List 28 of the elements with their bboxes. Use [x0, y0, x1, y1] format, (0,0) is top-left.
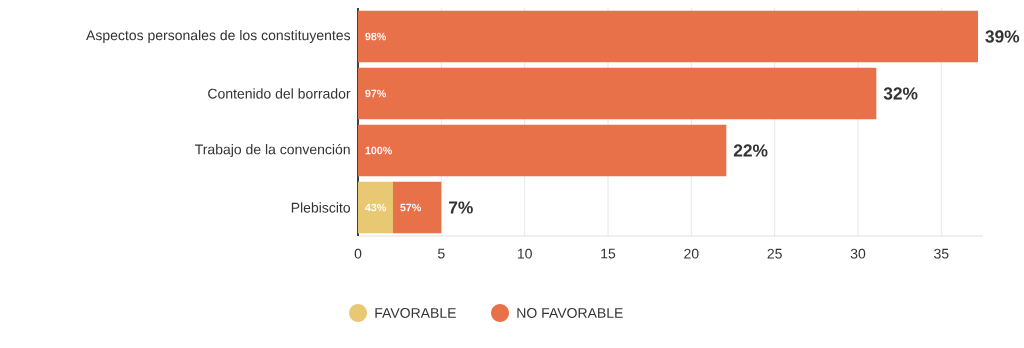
- x-tick-label: 20: [684, 248, 699, 259]
- bar: [393, 181, 442, 234]
- y-tick-label: Plebiscito: [291, 202, 351, 213]
- bar: [358, 181, 393, 234]
- x-tick-label: 25: [767, 248, 782, 259]
- x-tick-label: 10: [517, 248, 532, 259]
- x-tick-label: 15: [601, 248, 616, 259]
- x-tick-label: 35: [934, 248, 949, 259]
- x-tick-label: 30: [850, 248, 866, 259]
- annotation: 97%: [365, 89, 386, 98]
- y-tick-label: Contenido del borrador: [208, 88, 351, 99]
- x-tick-label: 5: [438, 248, 445, 259]
- annotation: 7%: [449, 201, 473, 214]
- y-tick-label: Aspectos personales de los constituyentes: [86, 29, 351, 44]
- annotation: 100%: [365, 146, 392, 155]
- y-tick-label: Trabajo de la convención: [195, 143, 350, 158]
- x-tick-label: 0: [354, 248, 362, 259]
- bar: [358, 10, 978, 63]
- annotation: 32%: [883, 87, 918, 100]
- annotation: 57%: [400, 203, 421, 212]
- legend-label: NO FAVORABLE: [517, 308, 623, 318]
- annotation: 43%: [365, 203, 386, 212]
- legend-label: FAVORABLE: [375, 308, 456, 318]
- bar: [358, 124, 727, 177]
- annotation: 22%: [733, 144, 768, 157]
- annotation: 39%: [985, 30, 1020, 43]
- bar: [358, 67, 877, 120]
- annotation: 98%: [365, 32, 386, 41]
